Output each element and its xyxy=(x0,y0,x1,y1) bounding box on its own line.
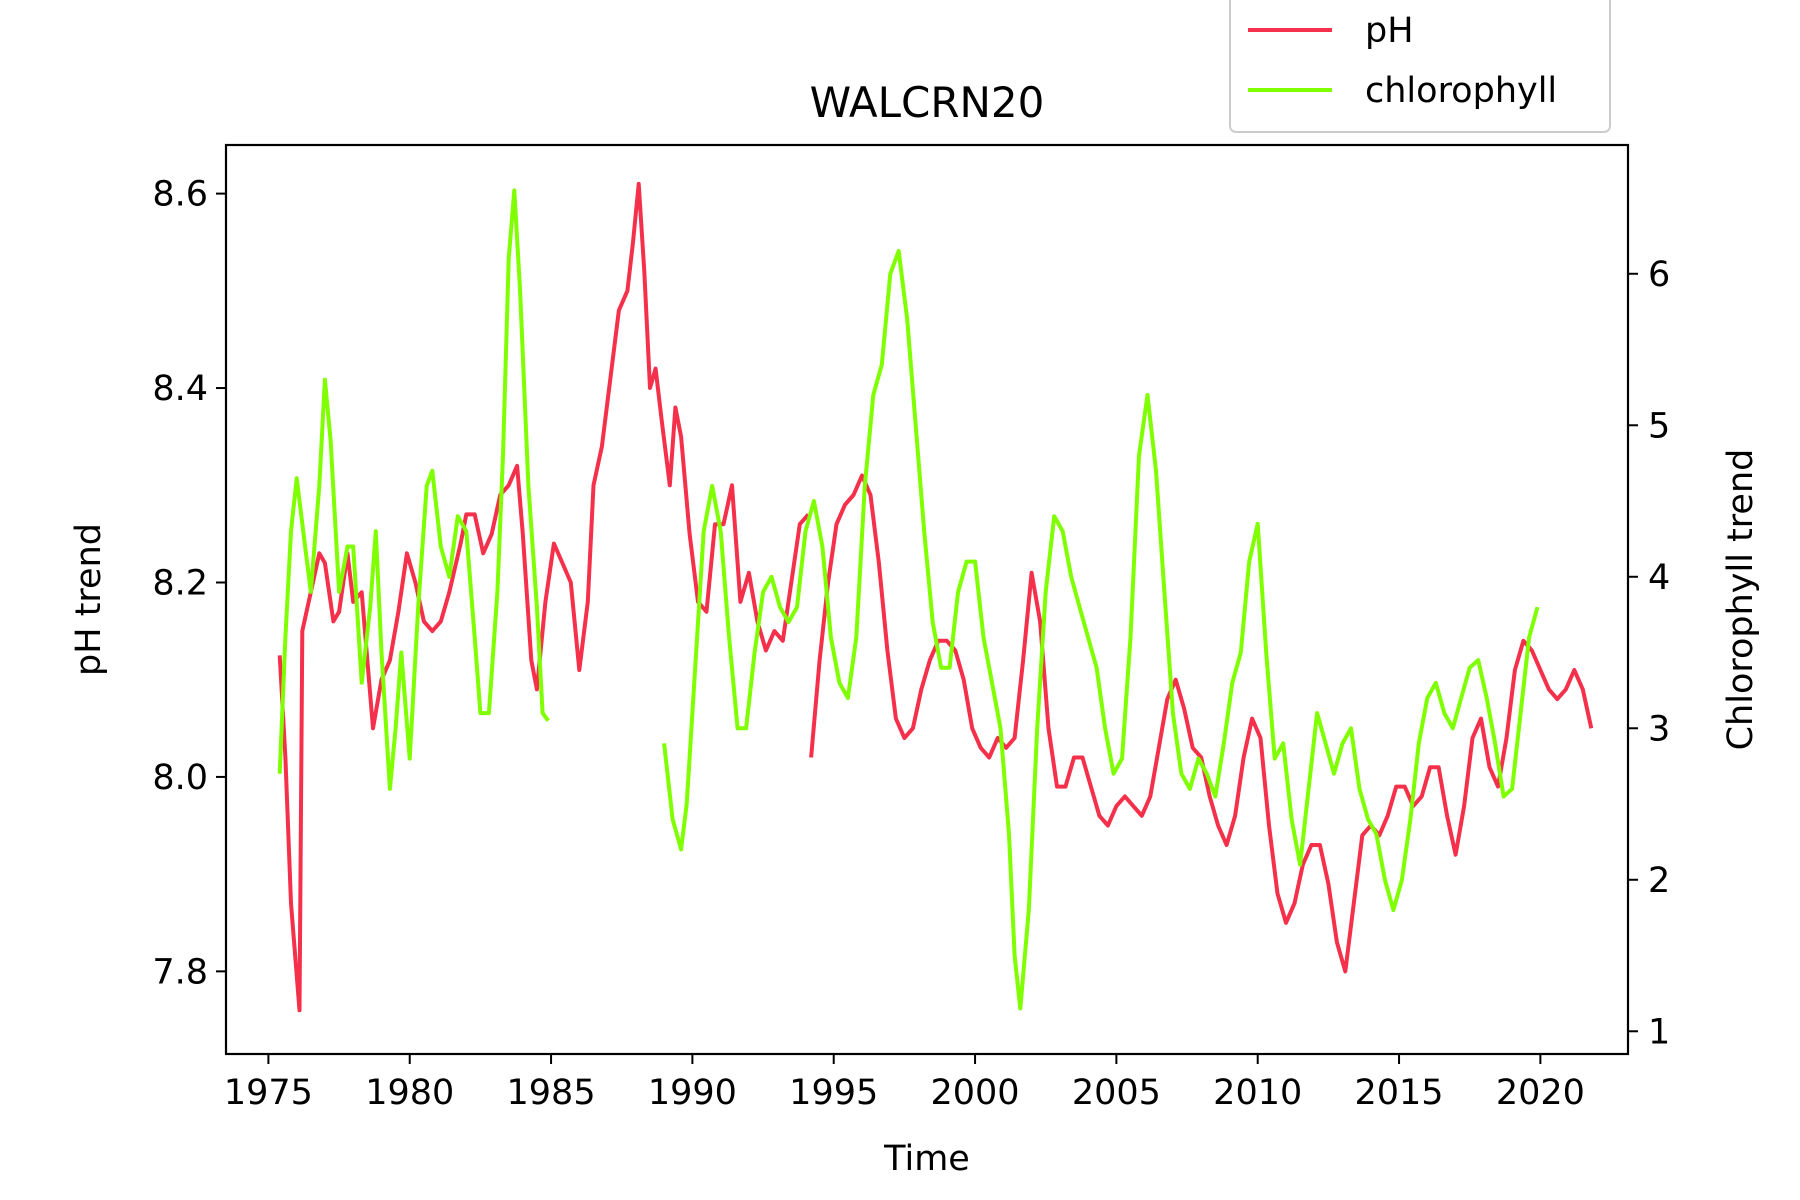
x-tick-label: 2010 xyxy=(1213,1073,1302,1113)
y-left-tick-label: 8.4 xyxy=(152,369,208,409)
x-tick-label: 1985 xyxy=(507,1073,596,1113)
y-axis-right: 1 2 3 4 5 6 xyxy=(1628,255,1670,1052)
legend-box xyxy=(1229,0,1611,133)
y-right-tick-label: 6 xyxy=(1648,255,1670,295)
legend: pH chlorophyll xyxy=(1229,0,1611,133)
x-tick-label: 1990 xyxy=(648,1073,737,1113)
x-tick-label: 1995 xyxy=(789,1073,878,1113)
y-right-tick-label: 5 xyxy=(1648,406,1670,446)
y-right-tick-label: 2 xyxy=(1648,861,1670,901)
chart-title: WALCRN20 xyxy=(810,78,1045,127)
y-right-tick-label: 1 xyxy=(1648,1012,1670,1052)
y-right-tick-label: 3 xyxy=(1648,709,1670,749)
y-left-tick-label: 8.6 xyxy=(152,175,208,215)
x-axis-label: Time xyxy=(883,1139,970,1179)
series-line-chlorophyll-segment-2 xyxy=(662,249,1540,1011)
y-right-tick-label: 4 xyxy=(1648,558,1670,598)
y-left-tick-label: 8.2 xyxy=(152,563,208,603)
series-line-ph-segment-2 xyxy=(809,473,1594,974)
y-axis-left-label: pH trend xyxy=(69,523,109,676)
y-left-tick-label: 8.0 xyxy=(152,758,208,798)
x-tick-label: 2000 xyxy=(931,1073,1020,1113)
x-tick-label: 2015 xyxy=(1355,1073,1444,1113)
y-left-tick-label: 7.8 xyxy=(152,952,208,992)
x-tick-label: 2020 xyxy=(1496,1073,1585,1113)
axes-frame xyxy=(224,143,1630,1056)
y-axis-left: 7.8 8.0 8.2 8.4 8.6 xyxy=(152,175,226,992)
x-tick-label: 1975 xyxy=(224,1073,313,1113)
plot-area xyxy=(277,181,1594,1013)
y-axis-right-label: Chlorophyll trend xyxy=(1721,449,1761,751)
legend-label-ph: pH xyxy=(1365,11,1414,51)
legend-label-chlorophyll: chlorophyll xyxy=(1365,71,1557,111)
x-tick-label: 2005 xyxy=(1072,1073,1161,1113)
series-line-chlorophyll-segment-1 xyxy=(277,188,550,791)
x-tick-label: 1980 xyxy=(365,1073,454,1113)
x-axis: 1975 1980 1985 1990 1995 2000 2005 2010 2015 2020 xyxy=(224,1054,1585,1113)
